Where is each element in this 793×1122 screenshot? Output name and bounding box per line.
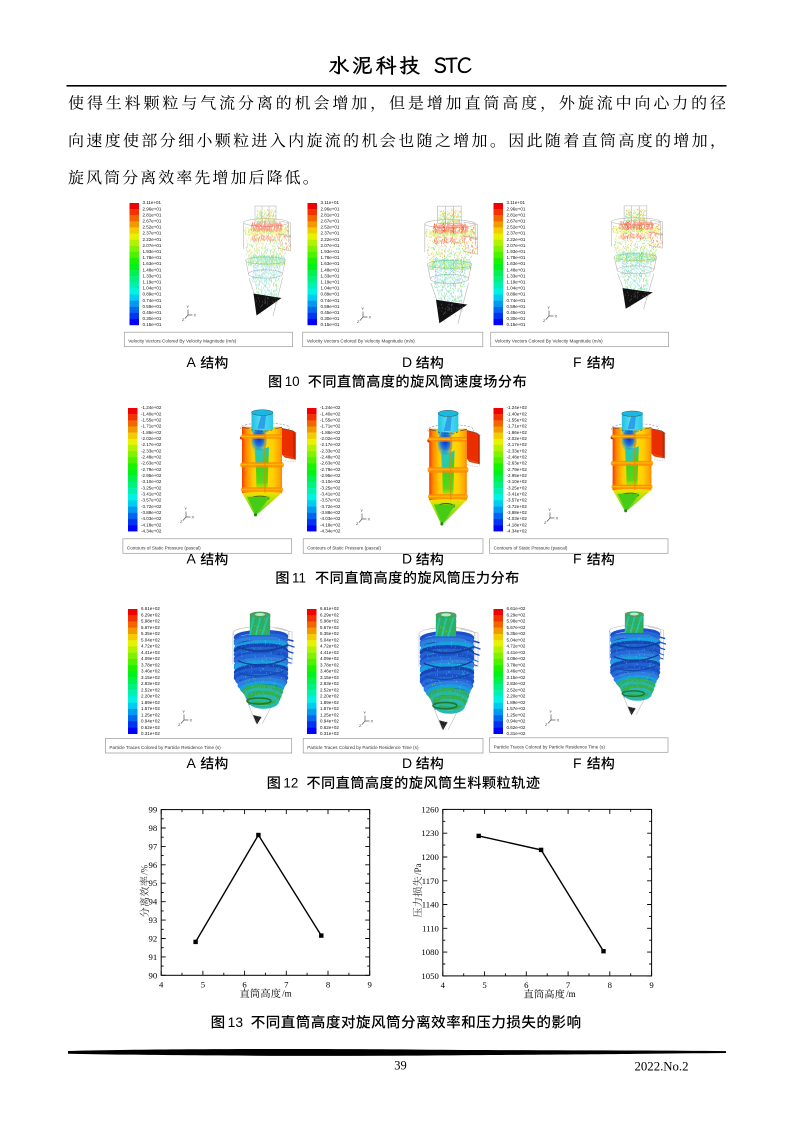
- svg-text:94: 94: [149, 897, 158, 907]
- svg-text:98: 98: [149, 823, 158, 833]
- svg-text:D: D: [402, 551, 412, 567]
- svg-text:9: 9: [368, 979, 372, 989]
- svg-text:1050: 1050: [421, 971, 439, 981]
- svg-text:91: 91: [149, 952, 158, 962]
- svg-text:95: 95: [149, 878, 158, 888]
- svg-text:39: 39: [394, 1059, 407, 1073]
- svg-text:Contours of Static Pressure (p: Contours of Static Pressure (pascal): [307, 545, 381, 550]
- svg-text:D: D: [402, 755, 412, 771]
- svg-text:1110: 1110: [422, 923, 439, 933]
- svg-text:8: 8: [608, 980, 613, 990]
- svg-text:5: 5: [482, 980, 486, 990]
- svg-text:/m: /m: [282, 989, 292, 999]
- svg-text:2022.No.2: 2022.No.2: [635, 1060, 689, 1074]
- svg-text:Velocity Vectors Colored By Ve: Velocity Vectors Colored By Velocity Mag…: [128, 339, 236, 344]
- svg-text:5: 5: [201, 979, 205, 989]
- svg-text:/Pa: /Pa: [413, 864, 423, 876]
- svg-text:Contours of Static Pressure (p: Contours of Static Pressure (pascal): [494, 545, 568, 550]
- svg-text:99: 99: [149, 805, 158, 815]
- svg-text:6: 6: [524, 980, 529, 990]
- svg-text:1230: 1230: [421, 828, 439, 838]
- svg-text:97: 97: [149, 841, 158, 851]
- svg-text:Velocity Vectors Colored By Ve: Velocity Vectors Colored By Velocity Mag…: [307, 339, 415, 344]
- svg-text:1170: 1170: [422, 876, 440, 886]
- svg-text:13: 13: [228, 1015, 244, 1030]
- svg-text:9: 9: [649, 980, 653, 990]
- svg-text:D: D: [402, 354, 412, 370]
- svg-text:11: 11: [292, 570, 306, 585]
- svg-text:F: F: [573, 354, 582, 370]
- svg-text:Particle Traces Colored by Par: Particle Traces Colored by Particle Resi…: [494, 744, 606, 749]
- svg-text:8: 8: [326, 979, 331, 989]
- svg-text:Velocity Vectors Colored By Ve: Velocity Vectors Colored By Velocity Mag…: [495, 339, 603, 344]
- svg-text:1260: 1260: [421, 804, 439, 814]
- svg-text:4: 4: [441, 980, 446, 990]
- svg-text:7: 7: [566, 980, 571, 990]
- svg-text:Contours of Static Pressure (p: Contours of Static Pressure (pascal): [127, 545, 201, 550]
- svg-text:F: F: [573, 551, 582, 567]
- svg-text:1200: 1200: [421, 852, 439, 862]
- svg-text:/m: /m: [566, 989, 576, 999]
- svg-text:6: 6: [242, 979, 247, 989]
- svg-text:90: 90: [149, 970, 158, 980]
- svg-text:Particle Traces Colored by Par: Particle Traces Colored by Particle Resi…: [109, 745, 221, 750]
- svg-text:1140: 1140: [422, 900, 440, 910]
- svg-text:A: A: [187, 755, 197, 771]
- svg-text:92: 92: [149, 934, 158, 944]
- svg-text:1080: 1080: [421, 947, 439, 957]
- svg-text:10: 10: [285, 374, 300, 389]
- svg-text:A: A: [187, 551, 197, 567]
- svg-text:93: 93: [149, 915, 158, 925]
- svg-text:/%: /%: [140, 864, 150, 875]
- svg-text:96: 96: [149, 860, 158, 870]
- svg-text:7: 7: [284, 979, 289, 989]
- svg-text:F: F: [573, 755, 582, 771]
- svg-text:12: 12: [283, 775, 298, 790]
- svg-text:Particle Traces Colored by Par: Particle Traces Colored by Particle Resi…: [307, 745, 419, 750]
- svg-text:A: A: [187, 354, 197, 370]
- svg-text:4: 4: [159, 979, 164, 989]
